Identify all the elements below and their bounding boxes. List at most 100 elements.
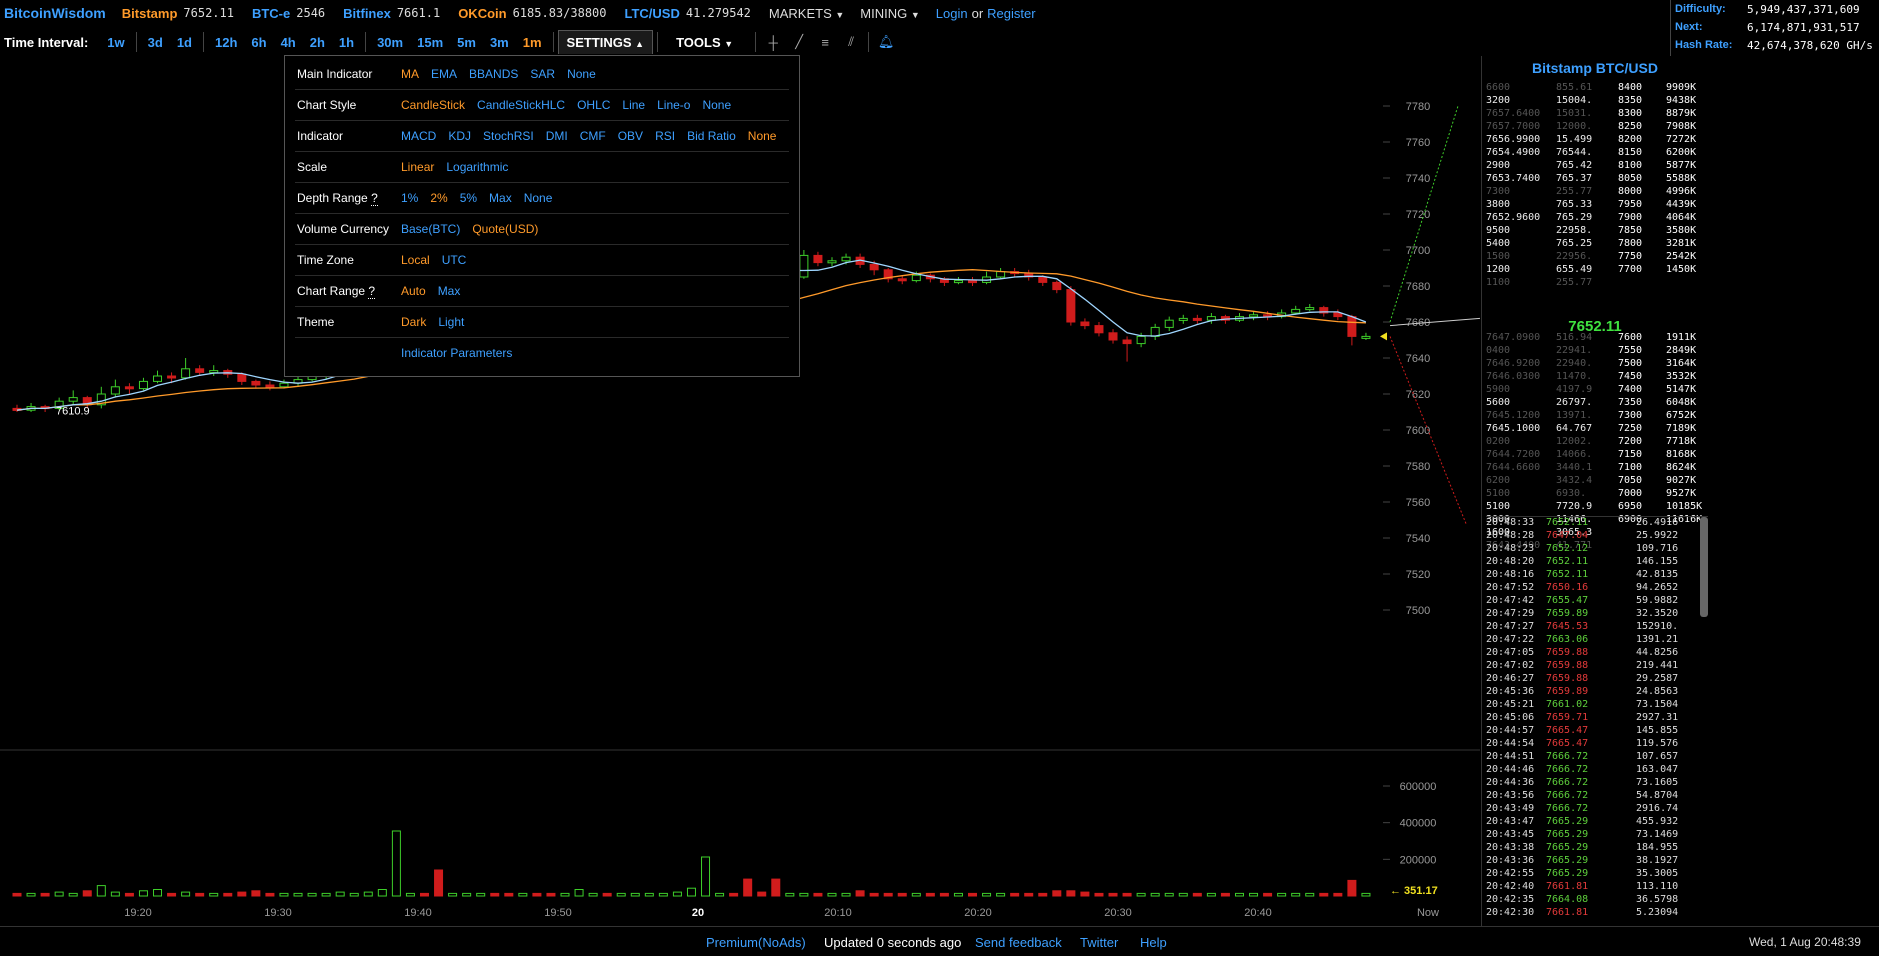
markets-menu[interactable]: MARKETS ▼ <box>768 5 845 21</box>
ticker-name-ltcusd[interactable]: LTC/USD <box>624 5 680 21</box>
ticker-name-bitstamp[interactable]: Bitstamp <box>121 5 178 21</box>
settings-option[interactable]: Max <box>489 191 512 205</box>
ticker-name-btce[interactable]: BTC-e <box>251 5 291 21</box>
site-logo[interactable]: BitcoinWisdom <box>4 5 106 21</box>
bid-row[interactable]: 7646.0300 11470. 7450 3532K <box>1486 371 1708 384</box>
interval-1w[interactable]: 1w <box>107 34 125 50</box>
settings-option[interactable]: CMF <box>579 129 606 143</box>
ask-row[interactable]: 7300 255.77 8000 4996K <box>1486 186 1708 199</box>
bid-row[interactable]: 7644.6600 3440.1 7100 8624K <box>1486 462 1708 475</box>
bid-row[interactable]: 7646.9200 22940. 7500 3164K <box>1486 358 1708 371</box>
bid-row[interactable]: 5100 7720.9 6950 10185K <box>1486 501 1708 514</box>
trade-history[interactable]: 20:48:33 7652.11 26.4916 20:48:28 7647.04 25.… <box>1486 516 1708 927</box>
line-tool-icon[interactable]: ╱ <box>795 34 804 49</box>
bid-row[interactable]: 0200 12002. 7200 7718K <box>1486 436 1708 449</box>
settings-option[interactable]: None <box>567 67 596 81</box>
interval-1d[interactable]: 1d <box>176 34 192 50</box>
fan-tool-icon[interactable]: ⫽ <box>848 34 855 49</box>
settings-option[interactable]: Line-o <box>657 98 691 112</box>
settings-option[interactable]: OHLC <box>577 98 611 112</box>
bid-row[interactable]: 5900 4197.9 7400 5147K <box>1486 384 1708 397</box>
mining-menu[interactable]: MINING ▼ <box>860 5 920 21</box>
help-icon[interactable]: ? <box>371 191 378 206</box>
ask-row[interactable]: 1500 22956. 7750 2542K <box>1486 251 1708 264</box>
settings-option[interactable]: Linear <box>401 160 435 174</box>
interval-12h[interactable]: 12h <box>214 34 238 50</box>
ask-row[interactable]: 5400 765.25 7800 3281K <box>1486 238 1708 251</box>
feedback-link[interactable]: Send feedback <box>975 935 1062 950</box>
settings-option[interactable]: RSI <box>655 129 676 143</box>
ticker-name-okcoin[interactable]: OKCoin <box>458 5 507 21</box>
interval-1m[interactable]: 1m <box>522 34 542 50</box>
settings-option[interactable]: MACD <box>401 129 437 143</box>
bid-row[interactable]: 5100 6930. 7000 9527K <box>1486 488 1708 501</box>
settings-option[interactable]: 1% <box>401 191 419 205</box>
settings-option[interactable]: StochRSI <box>483 129 534 143</box>
settings-option[interactable]: Quote(USD) <box>472 222 539 236</box>
ask-row[interactable]: 7654.4900 76544. 8150 6200K <box>1486 147 1708 160</box>
interval-2h[interactable]: 2h <box>309 34 325 50</box>
settings-option[interactable]: UTC <box>441 253 467 267</box>
ask-row[interactable]: 3200 15004. 8350 9438K <box>1486 95 1708 108</box>
premium-link[interactable]: Premium(NoAds) <box>706 935 806 950</box>
bid-row[interactable]: 0400 22941. 7550 2849K <box>1486 345 1708 358</box>
bid-row[interactable]: 7645.1000 64.767 7250 7189K <box>1486 423 1708 436</box>
bell-icon[interactable]: 🔔︎ <box>877 34 895 49</box>
ask-row[interactable]: 6600 855.61 8400 9909K <box>1486 82 1708 95</box>
settings-option[interactable]: SAR <box>530 67 556 81</box>
bid-row[interactable]: 3000 11466. 6900 11616K <box>1486 514 1708 527</box>
ask-row[interactable]: 7657.7000 12000. 8250 7908K <box>1486 121 1708 134</box>
settings-option[interactable]: BBANDS <box>469 67 519 81</box>
settings-option[interactable]: Logarithmic <box>446 160 509 174</box>
settings-option[interactable]: 2% <box>430 191 448 205</box>
tools-button[interactable]: TOOLS ▼ <box>676 34 734 50</box>
interval-6h[interactable]: 6h <box>251 34 267 50</box>
twitter-link[interactable]: Twitter <box>1080 935 1119 950</box>
settings-option[interactable]: 5% <box>459 191 478 205</box>
bid-row[interactable]: 7647.0900 516.94 7600 1911K <box>1486 332 1708 345</box>
settings-option[interactable]: None <box>747 129 777 143</box>
bid-row[interactable]: 7645.1200 13971. 7300 6752K <box>1486 410 1708 423</box>
bid-row[interactable]: 7644.7200 14066. 7150 8168K <box>1486 449 1708 462</box>
ask-row[interactable]: 1100 255.77 <box>1486 277 1708 290</box>
settings-option[interactable]: Line <box>622 98 646 112</box>
interval-3d[interactable]: 3d <box>147 34 163 50</box>
settings-option[interactable]: Auto <box>401 284 426 298</box>
login-link[interactable]: Login <box>935 5 968 21</box>
settings-button[interactable]: SETTINGS ▲ <box>557 30 654 54</box>
interval-15m[interactable]: 15m <box>417 34 444 50</box>
settings-option[interactable]: Indicator Parameters <box>401 346 513 360</box>
settings-option[interactable]: KDJ <box>448 129 472 143</box>
settings-option[interactable]: Light <box>438 315 465 329</box>
ask-row[interactable]: 1200 655.49 7700 1450K <box>1486 264 1708 277</box>
interval-3m[interactable]: 3m <box>489 34 509 50</box>
settings-option[interactable]: OBV <box>617 129 644 143</box>
settings-option[interactable]: None <box>702 98 732 112</box>
settings-option[interactable]: CandleStick <box>401 98 466 112</box>
register-link[interactable]: Register <box>987 5 1036 21</box>
interval-5m[interactable]: 5m <box>457 34 476 50</box>
ticker-name-bitfinex[interactable]: Bitfinex <box>343 5 391 21</box>
settings-option[interactable]: MA <box>401 67 419 81</box>
settings-option[interactable]: DMI <box>545 129 568 143</box>
ask-row[interactable]: 2900 765.42 8100 5877K <box>1486 160 1708 173</box>
ask-row[interactable]: 3800 765.33 7950 4439K <box>1486 199 1708 212</box>
trades-scrollbar[interactable] <box>1700 517 1708 617</box>
settings-option[interactable]: EMA <box>431 67 458 81</box>
ask-row[interactable]: 7656.9900 15.499 8200 7272K <box>1486 134 1708 147</box>
help-icon[interactable]: ? <box>368 284 376 299</box>
settings-option[interactable]: Bid Ratio <box>687 129 736 143</box>
interval-30m[interactable]: 30m <box>377 34 404 50</box>
crosshair-icon[interactable]: ┼ <box>768 34 778 50</box>
ask-row[interactable]: 7657.6400 15031. 8300 8879K <box>1486 108 1708 121</box>
ask-row[interactable]: 7652.9600 765.29 7900 4064K <box>1486 212 1708 225</box>
interval-1h[interactable]: 1h <box>338 34 355 50</box>
ask-row[interactable]: 9500 22958. 7850 3580K <box>1486 225 1708 238</box>
bid-row[interactable]: 6200 3432.4 7050 9027K <box>1486 475 1708 488</box>
settings-option[interactable]: None <box>523 191 553 205</box>
bid-row[interactable]: 1600 3065.3 <box>1486 527 1708 540</box>
help-link[interactable]: Help <box>1140 935 1167 950</box>
interval-4h[interactable]: 4h <box>280 34 296 50</box>
settings-option[interactable]: Local <box>401 253 430 267</box>
bid-row[interactable]: 5600 26797. 7350 6048K <box>1486 397 1708 410</box>
